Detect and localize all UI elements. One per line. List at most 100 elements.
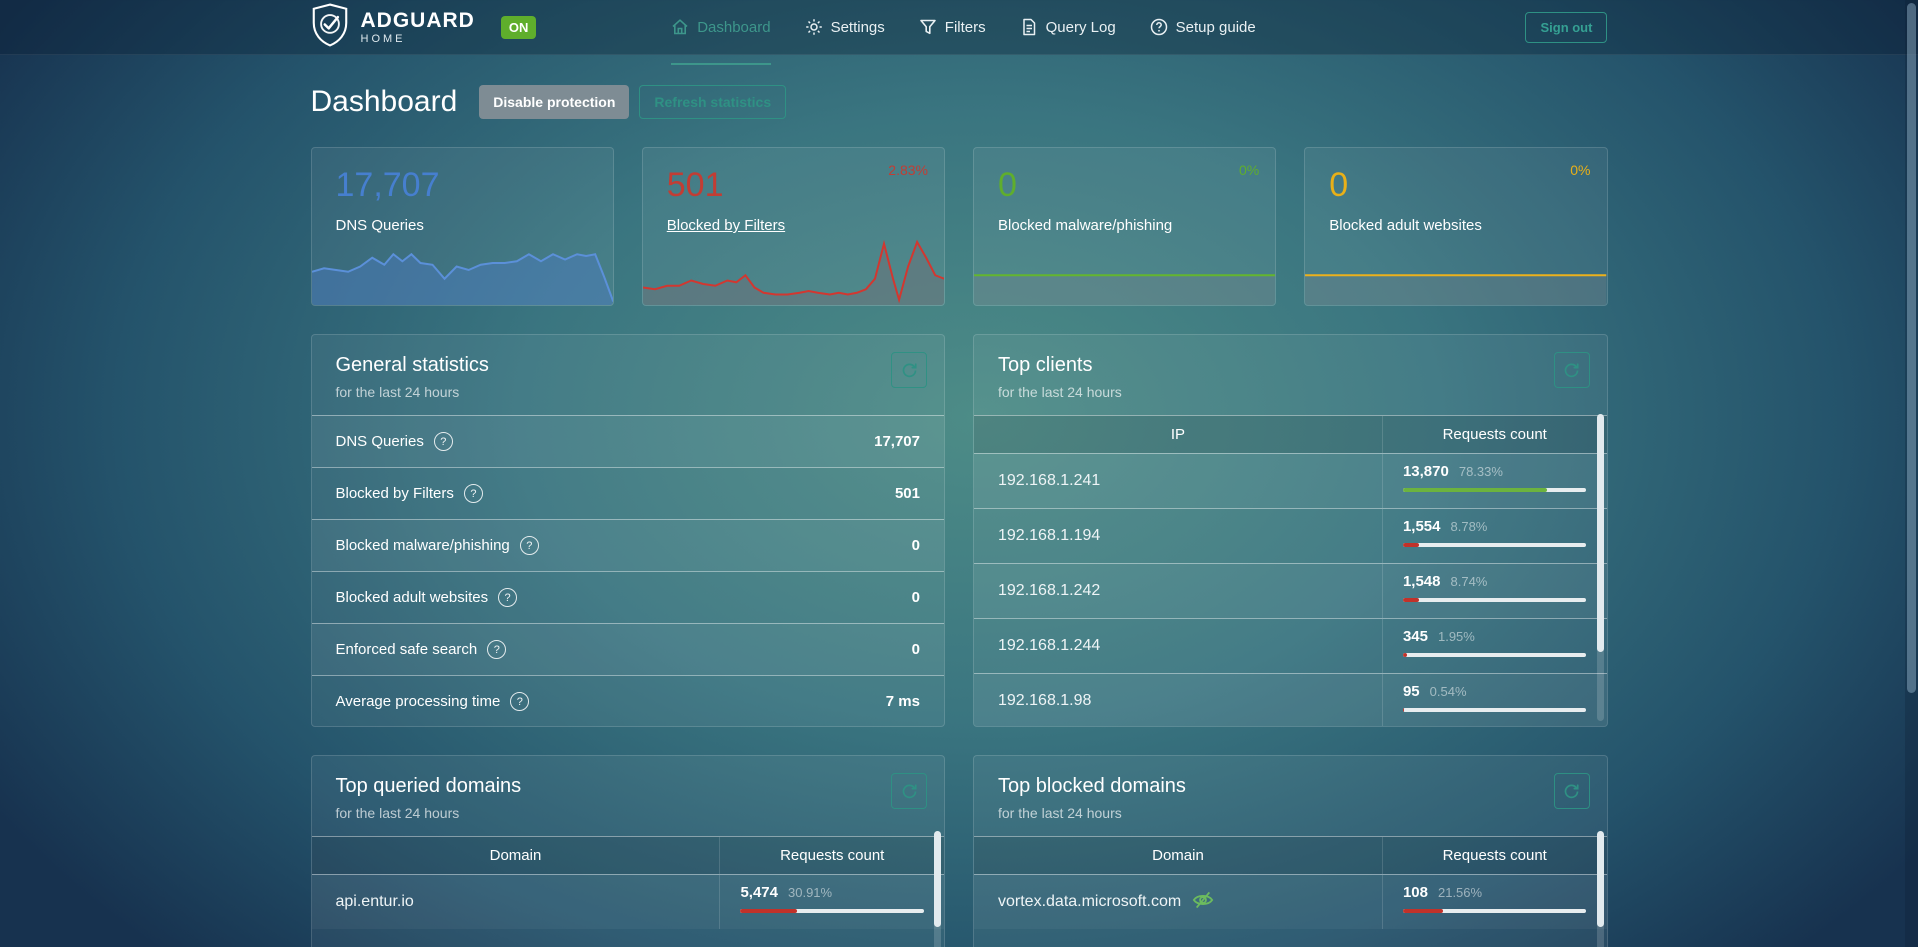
- filter-icon: [919, 18, 937, 36]
- card-percent: 2.83%: [888, 162, 928, 178]
- general-statistics-panel: General statistics for the last 24 hours…: [310, 334, 945, 727]
- nav-item-filters[interactable]: Filters: [919, 0, 986, 55]
- nav-item-settings[interactable]: Settings: [805, 0, 885, 55]
- card-value: 501: [666, 166, 724, 204]
- stat-value: 7 ms: [885, 693, 920, 710]
- top-blocked-rows: vortex.data.microsoft.com 108 21.56%: [974, 874, 1607, 929]
- blocked-adult-sparkline: [1305, 235, 1607, 305]
- bottom-panels-row: Top queried domains for the last 24 hour…: [310, 755, 1608, 947]
- requests-progress-bar: [1402, 909, 1587, 913]
- requests-percent: 1.95%: [1437, 629, 1475, 644]
- panel-subtitle: for the last 24 hours: [335, 805, 460, 821]
- table-scrollbar-thumb[interactable]: [1596, 414, 1604, 652]
- disable-protection-button[interactable]: Disable protection: [479, 85, 630, 119]
- refresh-statistics-button[interactable]: Refresh statistics: [639, 85, 787, 119]
- question-icon[interactable]: ?: [498, 588, 518, 607]
- brand-title: ADGUARD: [360, 8, 475, 32]
- card-label: Blocked adult websites: [1329, 217, 1482, 234]
- card-label: DNS Queries: [335, 217, 424, 234]
- card-value: 0: [998, 166, 1017, 204]
- requests-count: 345: [1402, 628, 1428, 645]
- stat-row: Blocked by Filters ? 501: [311, 467, 944, 519]
- panel-title: Top queried domains: [335, 775, 522, 797]
- table-header: Domain Requests count: [974, 836, 1607, 874]
- stat-label: Blocked adult websites ?: [336, 588, 518, 607]
- top-queried-domains-panel: Top queried domains for the last 24 hour…: [310, 755, 945, 947]
- blocked-malware-sparkline: [974, 235, 1276, 305]
- card-label: Blocked malware/phishing: [998, 217, 1173, 234]
- stat-label: Blocked malware/phishing ?: [336, 536, 539, 555]
- table-row: vortex.data.microsoft.com 108 21.56%: [974, 874, 1607, 929]
- panel-subtitle: for the last 24 hours: [335, 384, 460, 400]
- question-icon[interactable]: ?: [519, 536, 539, 555]
- table-row: api.entur.io 5,474 30.91%: [311, 874, 944, 929]
- requests-count: 1,548: [1402, 573, 1441, 590]
- requests-percent: 78.33%: [1458, 464, 1503, 479]
- nav-item-query-log[interactable]: Query Log: [1020, 0, 1116, 55]
- card-label-link[interactable]: Blocked by Filters: [666, 217, 786, 234]
- requests-percent: 30.91%: [788, 885, 833, 900]
- protection-status-badge: ON: [500, 15, 537, 39]
- card-blocked-adult: 0% 0 Blocked adult websites: [1304, 147, 1608, 306]
- refresh-icon[interactable]: [891, 773, 927, 809]
- nav-item-setup-guide[interactable]: Setup guide: [1150, 0, 1256, 55]
- domain-name: api.entur.io: [335, 893, 414, 910]
- panel-header: General statistics for the last 24 hours: [312, 335, 945, 415]
- table-row: 192.168.1.241 13,870 78.33%: [974, 453, 1607, 508]
- column-header-domain: Domain: [1152, 847, 1204, 864]
- requests-percent: 8.78%: [1450, 519, 1488, 534]
- app-logo[interactable]: ADGUARD HOME ON: [311, 2, 537, 52]
- stat-value: 0: [911, 641, 920, 658]
- page-header: Dashboard Disable protection Refresh sta…: [311, 85, 1608, 119]
- nav-item-dashboard[interactable]: Dashboard: [671, 0, 771, 65]
- stat-row: Blocked malware/phishing ? 0: [311, 519, 944, 571]
- question-icon[interactable]: ?: [510, 692, 530, 711]
- requests-percent: 0.54%: [1429, 684, 1467, 699]
- gear-icon: [805, 18, 823, 36]
- page-scrollbar-thumb[interactable]: [1907, 3, 1916, 693]
- question-icon[interactable]: ?: [433, 432, 453, 451]
- table-row: 192.168.1.244 345 1.95%: [974, 618, 1607, 673]
- panel-title: Top clients: [998, 354, 1093, 376]
- page-scrollbar: [1905, 0, 1918, 947]
- requests-count: 95: [1402, 683, 1420, 700]
- client-ip: 192.168.1.241: [998, 472, 1101, 489]
- requests-progress-bar: [1402, 598, 1587, 602]
- dashboard-page: Dashboard Disable protection Refresh sta…: [310, 85, 1608, 947]
- stat-label: Average processing time ?: [336, 692, 530, 711]
- stat-label: Blocked by Filters ?: [336, 484, 483, 503]
- top-blocked-domains-panel: Top blocked domains for the last 24 hour…: [973, 755, 1608, 947]
- client-ip: 192.168.1.244: [998, 637, 1101, 654]
- general-statistics-rows: DNS Queries ? 17,707 Blocked by Filters ? 5…: [311, 415, 944, 726]
- refresh-icon[interactable]: [1553, 352, 1590, 388]
- table-row: 192.168.1.194 1,554 8.78%: [974, 508, 1607, 563]
- home-icon: [671, 18, 689, 36]
- panel-header: Top blocked domains for the last 24 hour…: [974, 756, 1607, 836]
- brand-subtitle: HOME: [360, 32, 406, 45]
- top-queried-rows: api.entur.io 5,474 30.91%: [311, 874, 944, 929]
- adguard-shield-icon: [311, 2, 349, 52]
- table-header: Domain Requests count: [311, 836, 944, 874]
- refresh-icon[interactable]: [1553, 773, 1590, 809]
- panel-header: Top clients for the last 24 hours: [974, 335, 1607, 415]
- question-icon[interactable]: ?: [487, 640, 507, 659]
- question-icon[interactable]: ?: [463, 484, 483, 503]
- table-scrollbar-thumb[interactable]: [1596, 831, 1604, 927]
- eye-slash-icon[interactable]: [1191, 889, 1215, 916]
- requests-count: 13,870: [1402, 463, 1449, 480]
- requests-progress-bar: [1402, 708, 1587, 712]
- column-header-domain: Domain: [489, 847, 542, 864]
- stat-row: DNS Queries ? 17,707: [311, 415, 944, 467]
- card-value: 17,707: [335, 166, 440, 204]
- top-clients-rows: 192.168.1.241 13,870 78.33% 192.168.1.194 1,…: [974, 453, 1607, 726]
- page-title: Dashboard: [310, 85, 458, 118]
- table-scrollbar-thumb[interactable]: [934, 831, 941, 927]
- stat-value: 17,707: [874, 433, 920, 450]
- refresh-icon[interactable]: [891, 352, 927, 388]
- requests-progress-bar: [1402, 653, 1587, 657]
- requests-count: 108: [1402, 884, 1428, 901]
- stat-row: Blocked adult websites ? 0: [311, 571, 944, 623]
- column-header-requests: Requests count: [719, 837, 944, 874]
- panel-subtitle: for the last 24 hours: [998, 384, 1122, 400]
- sign-out-button[interactable]: Sign out: [1525, 11, 1608, 43]
